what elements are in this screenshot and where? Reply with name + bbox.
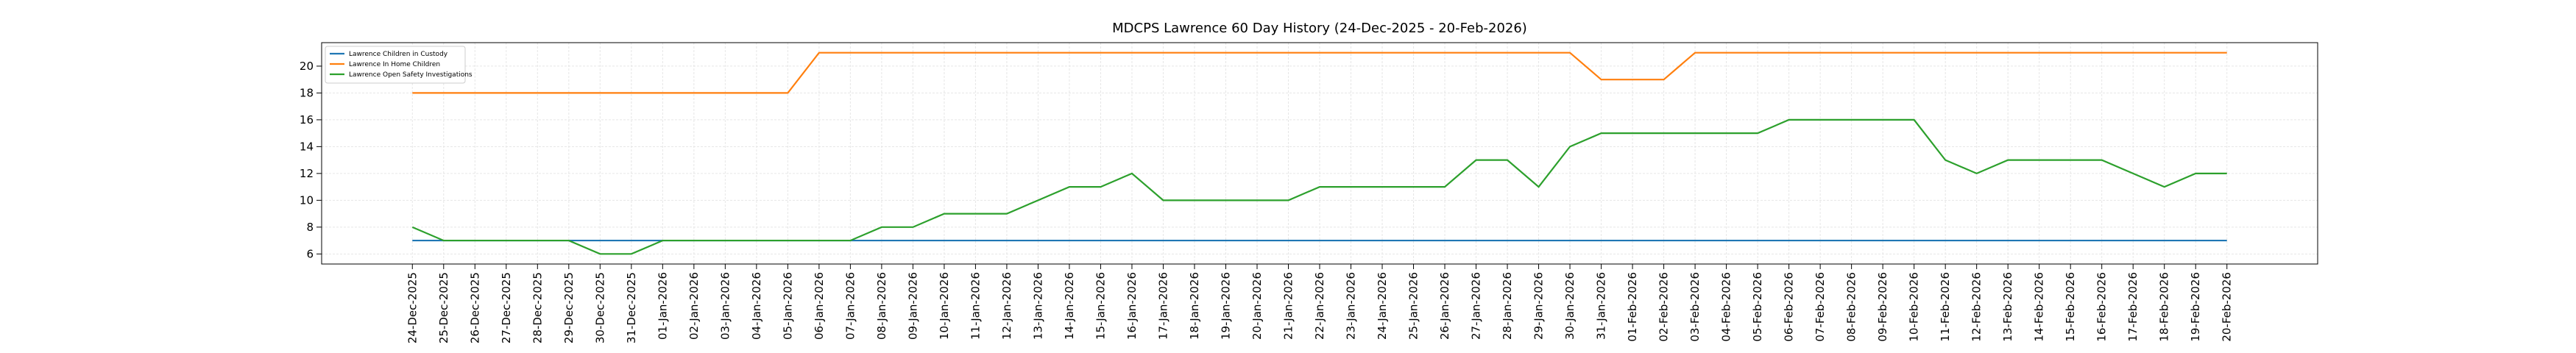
x-tick-label: 14-Feb-2026 bbox=[2033, 272, 2046, 342]
x-tick-label: 16-Jan-2026 bbox=[1125, 272, 1139, 340]
x-tick-label: 06-Jan-2026 bbox=[813, 272, 826, 340]
plot-frame bbox=[321, 42, 2318, 265]
x-tick-label: 10-Feb-2026 bbox=[1908, 272, 1921, 342]
x-tick-label: 09-Jan-2026 bbox=[906, 272, 919, 340]
y-tick-label: 20 bbox=[300, 60, 314, 73]
x-tick-label: 08-Feb-2026 bbox=[1845, 272, 1858, 342]
x-tick-label: 13-Jan-2026 bbox=[1031, 272, 1044, 340]
x-tick-label: 25-Jan-2026 bbox=[1407, 272, 1420, 340]
x-tick-label: 12-Feb-2026 bbox=[1970, 272, 1984, 342]
x-tick-label: 18-Jan-2026 bbox=[1188, 272, 1201, 340]
x-tick-label: 31-Jan-2026 bbox=[1595, 272, 1608, 340]
chart-title: MDCPS Lawrence 60 Day History (24-Dec-20… bbox=[1112, 21, 1527, 36]
x-tick-label: 06-Feb-2026 bbox=[1783, 272, 1796, 342]
x-tick-label: 21-Jan-2026 bbox=[1281, 272, 1295, 340]
x-tick-label: 11-Feb-2026 bbox=[1939, 272, 1952, 342]
x-tick-label: 27-Jan-2026 bbox=[1470, 272, 1483, 340]
x-tick-label: 26-Jan-2026 bbox=[1438, 272, 1451, 340]
y-tick-label: 8 bbox=[306, 221, 314, 234]
x-tick-label: 18-Feb-2026 bbox=[2158, 272, 2171, 342]
x-tick-label: 23-Jan-2026 bbox=[1345, 272, 1358, 340]
y-tick-label: 10 bbox=[300, 193, 314, 207]
x-tick-label: 02-Jan-2026 bbox=[687, 272, 701, 340]
x-tick-label: 03-Feb-2026 bbox=[1688, 272, 1702, 342]
x-tick-label: 15-Feb-2026 bbox=[2064, 272, 2077, 342]
x-tick-label: 10-Jan-2026 bbox=[938, 272, 951, 340]
x-tick-label: 20-Feb-2026 bbox=[2221, 272, 2234, 342]
x-tick-label: 07-Jan-2026 bbox=[843, 272, 857, 340]
x-tick-label: 07-Feb-2026 bbox=[1814, 272, 1827, 342]
y-tick-label: 18 bbox=[300, 86, 314, 99]
series-line bbox=[411, 118, 2227, 255]
x-tick-label: 13-Feb-2026 bbox=[2001, 272, 2014, 342]
x-tick-label: 17-Jan-2026 bbox=[1156, 272, 1170, 340]
x-tick-label: 04-Jan-2026 bbox=[750, 272, 763, 340]
y-tick-label: 6 bbox=[306, 247, 314, 260]
x-tick-label: 05-Feb-2026 bbox=[1751, 272, 1764, 342]
x-tick-label: 22-Jan-2026 bbox=[1313, 272, 1326, 340]
x-tick-label: 24-Jan-2026 bbox=[1376, 272, 1389, 340]
x-tick-label: 16-Feb-2026 bbox=[2095, 272, 2109, 342]
x-tick-label: 29-Jan-2026 bbox=[1532, 272, 1546, 340]
x-tick-label: 17-Feb-2026 bbox=[2126, 272, 2140, 342]
x-tick-label: 27-Dec-2025 bbox=[500, 272, 513, 343]
series-line bbox=[412, 51, 2227, 94]
x-tick-label: 11-Jan-2026 bbox=[969, 272, 982, 340]
x-tick-label: 28-Jan-2026 bbox=[1501, 272, 1514, 340]
x-tick-label: 15-Jan-2026 bbox=[1094, 272, 1107, 340]
x-tick-label: 12-Jan-2026 bbox=[1000, 272, 1013, 340]
x-tick-label: 26-Dec-2025 bbox=[468, 272, 481, 343]
x-tick-label: 20-Jan-2026 bbox=[1250, 272, 1264, 340]
legend-label: Lawrence In Home Children bbox=[349, 61, 440, 68]
x-tick-label: 01-Feb-2026 bbox=[1626, 272, 1639, 342]
x-tick-label: 05-Jan-2026 bbox=[781, 272, 794, 340]
x-tick-label: 19-Jan-2026 bbox=[1219, 272, 1232, 340]
legend-box bbox=[325, 46, 466, 84]
x-tick-label: 01-Jan-2026 bbox=[656, 272, 669, 340]
y-tick-label: 14 bbox=[300, 140, 314, 153]
x-tick-label: 25-Dec-2025 bbox=[437, 272, 450, 343]
y-tick-label: 16 bbox=[300, 113, 314, 126]
x-tick-label: 09-Feb-2026 bbox=[1876, 272, 1889, 342]
x-tick-label: 02-Feb-2026 bbox=[1657, 272, 1671, 342]
x-tick-label: 29-Dec-2025 bbox=[562, 272, 576, 343]
legend-label: Lawrence Children in Custody bbox=[349, 51, 448, 58]
y-tick-label: 12 bbox=[300, 167, 314, 180]
x-tick-label: 03-Jan-2026 bbox=[718, 272, 732, 340]
x-tick-label: 28-Dec-2025 bbox=[531, 272, 544, 343]
x-tick-label: 14-Jan-2026 bbox=[1063, 272, 1076, 340]
x-tick-label: 08-Jan-2026 bbox=[875, 272, 888, 340]
legend-label: Lawrence Open Safety Investigations bbox=[349, 71, 473, 79]
x-tick-label: 24-Dec-2025 bbox=[406, 272, 419, 343]
x-tick-label: 30-Jan-2026 bbox=[1563, 272, 1577, 340]
x-tick-label: 19-Feb-2026 bbox=[2189, 272, 2202, 342]
x-tick-label: 04-Feb-2026 bbox=[1720, 272, 1733, 342]
x-tick-label: 30-Dec-2025 bbox=[593, 272, 606, 343]
x-tick-label: 31-Dec-2025 bbox=[625, 272, 638, 343]
